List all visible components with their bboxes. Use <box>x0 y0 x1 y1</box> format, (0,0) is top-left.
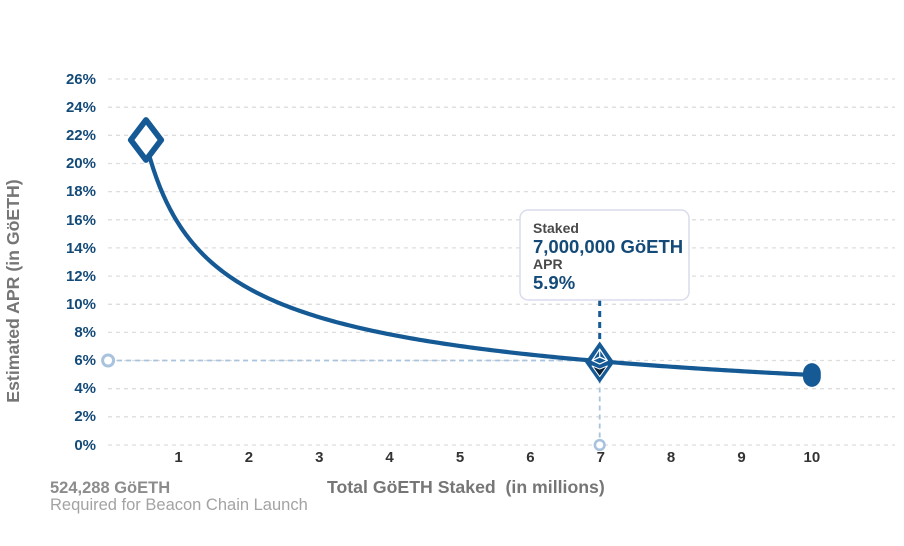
svg-text:Required for Beacon Chain Laun: Required for Beacon Chain Launch <box>50 496 308 514</box>
svg-text:7,000,000 GöETH: 7,000,000 GöETH <box>533 236 683 257</box>
svg-text:Estimated APR (in GöETH): Estimated APR (in GöETH) <box>3 179 23 403</box>
svg-text:524,288 GöETH: 524,288 GöETH <box>50 479 170 497</box>
svg-text:4: 4 <box>385 449 394 466</box>
svg-text:8: 8 <box>667 449 675 466</box>
svg-text:APR: APR <box>533 256 563 272</box>
svg-text:6%: 6% <box>74 352 96 369</box>
svg-text:10%: 10% <box>66 296 96 313</box>
svg-text:8%: 8% <box>74 324 96 341</box>
svg-text:3: 3 <box>315 449 323 466</box>
svg-text:12%: 12% <box>66 268 96 285</box>
svg-text:0%: 0% <box>74 437 96 454</box>
svg-text:9: 9 <box>737 449 745 466</box>
svg-text:2: 2 <box>245 449 253 466</box>
svg-text:26%: 26% <box>66 71 96 88</box>
svg-text:4%: 4% <box>74 380 96 397</box>
svg-text:Total GöETH Staked (in millio: Total GöETH Staked (in millions) <box>327 477 605 497</box>
svg-text:6: 6 <box>526 449 534 466</box>
svg-text:22%: 22% <box>66 127 96 144</box>
svg-text:Staked: Staked <box>533 220 579 236</box>
svg-text:18%: 18% <box>66 183 96 200</box>
svg-text:2%: 2% <box>74 408 96 425</box>
svg-text:24%: 24% <box>66 99 96 116</box>
svg-text:20%: 20% <box>66 155 96 172</box>
svg-text:7: 7 <box>597 449 605 466</box>
svg-text:5: 5 <box>456 449 464 466</box>
svg-text:16%: 16% <box>66 212 96 229</box>
svg-text:1: 1 <box>174 449 182 466</box>
svg-text:14%: 14% <box>66 240 96 257</box>
svg-text:10: 10 <box>804 449 821 466</box>
svg-text:5.9%: 5.9% <box>533 272 575 293</box>
